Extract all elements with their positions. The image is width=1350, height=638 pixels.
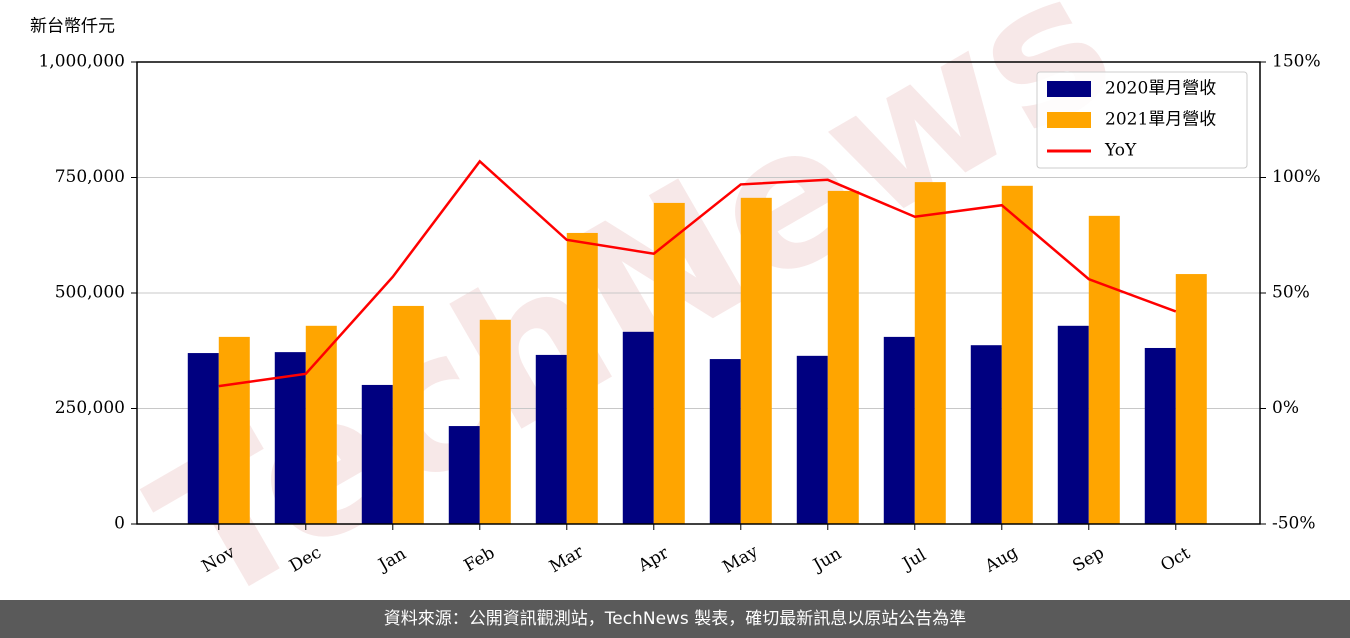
- bar: [1175, 274, 1207, 524]
- bar: [1057, 325, 1089, 524]
- bar: [740, 197, 772, 524]
- bar: [535, 354, 567, 524]
- line: [218, 159, 1177, 388]
- bar: [187, 353, 219, 524]
- legend-label: 2021單月營收: [1105, 110, 1216, 130]
- x-tick-label: Feb: [461, 543, 499, 576]
- x-tick-label: Jul: [898, 545, 930, 575]
- y-tick-label: 500,000: [55, 283, 125, 303]
- bar: [622, 331, 654, 524]
- bar: [914, 182, 946, 524]
- bar: [448, 426, 480, 524]
- bar: [1144, 347, 1176, 524]
- bar: [827, 190, 859, 524]
- bar: [566, 232, 598, 524]
- y2-tick-label: 150%: [1272, 52, 1321, 72]
- footer: 資料來源：公開資訊觀測站，TechNews 製表，確切最新訊息以原站公告為準: [0, 600, 1350, 638]
- y-tick-label: 750,000: [55, 167, 125, 187]
- chart: 新台幣仟元 TechNews0250,000500,000750,0001,00…: [30, 0, 1321, 638]
- y2-tick-label: -50%: [1272, 514, 1316, 534]
- bar: [1088, 215, 1120, 524]
- legend-swatch: [1047, 81, 1091, 97]
- bar: [1001, 185, 1033, 525]
- bar: [361, 384, 393, 524]
- x-tick-label: Mar: [546, 542, 588, 578]
- x-tick-label: May: [719, 541, 762, 577]
- x-tick-label: Oct: [1157, 543, 1193, 576]
- bar: [796, 355, 828, 524]
- bar: [970, 345, 1002, 524]
- bar: [479, 319, 511, 524]
- bar: [218, 336, 250, 524]
- y2-tick-label: 100%: [1272, 167, 1321, 187]
- y2-tick-label: 0%: [1272, 398, 1299, 418]
- bar: [883, 336, 915, 524]
- y-tick-label: 1,000,000: [38, 52, 125, 72]
- legend-swatch: [1047, 112, 1091, 128]
- bar: [392, 305, 424, 524]
- x-tick-label: Aug: [981, 542, 1022, 577]
- x-tick-label: Apr: [634, 543, 673, 577]
- legend-label: 2020單月營收: [1105, 79, 1216, 99]
- y2-tick-label: 50%: [1272, 283, 1310, 303]
- x-tick-label: Sep: [1069, 543, 1107, 577]
- bar: [274, 352, 306, 524]
- y-tick-label: 250,000: [55, 398, 125, 418]
- legend-label: YoY: [1104, 141, 1137, 161]
- bar: [709, 359, 741, 524]
- bar: [653, 202, 685, 524]
- bar: [305, 325, 337, 524]
- y-tick-label: 0: [114, 514, 125, 534]
- y-axis-label: 新台幣仟元: [30, 17, 115, 37]
- x-tick-label: Jun: [808, 544, 845, 577]
- plot-frame: [136, 61, 1261, 525]
